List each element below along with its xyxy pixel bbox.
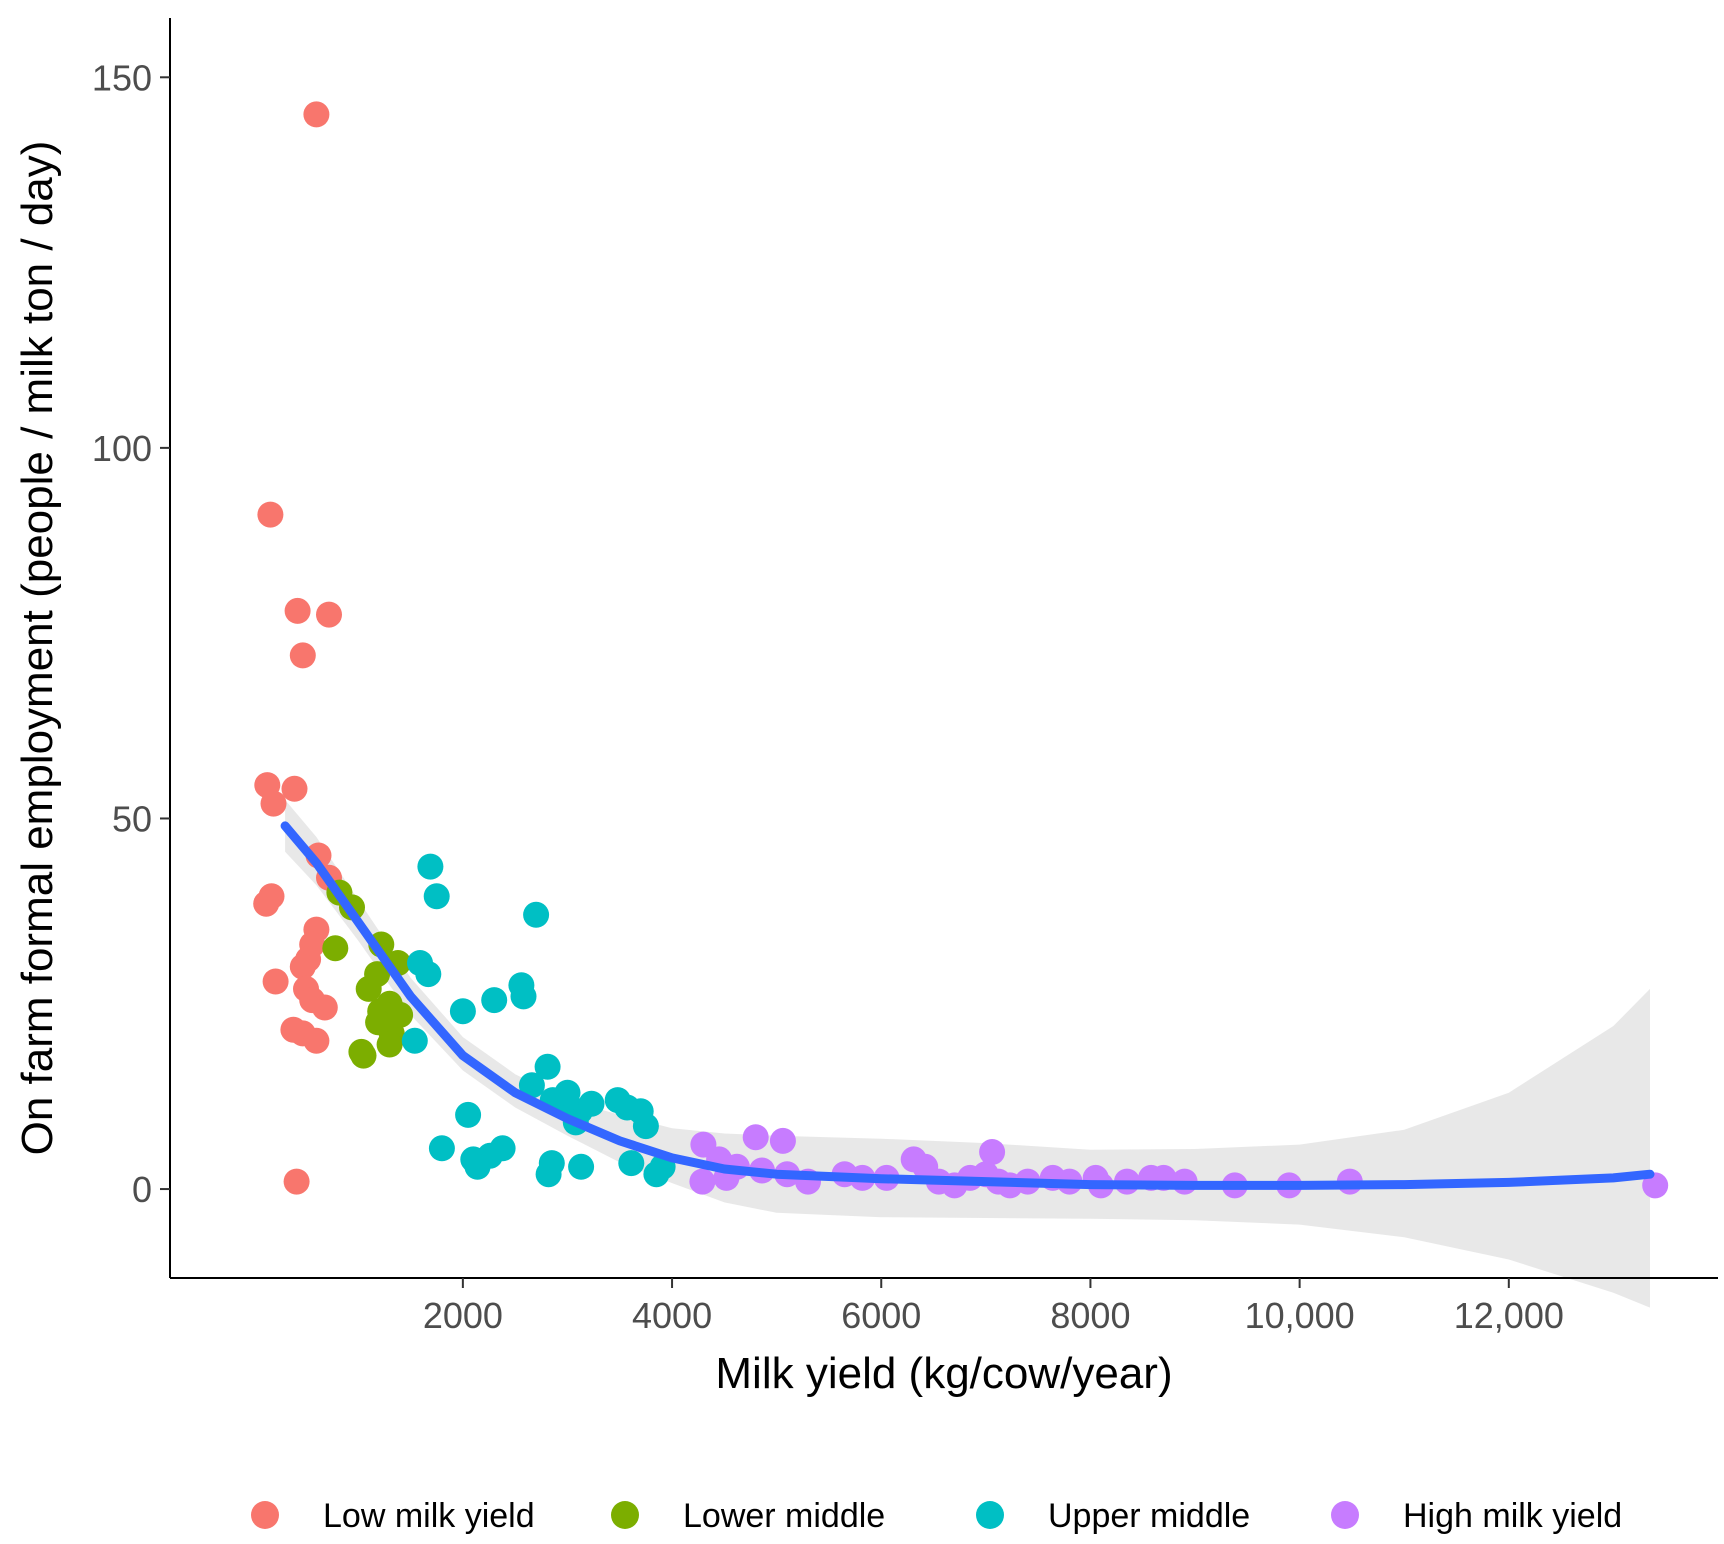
- point-upper-middle: [449, 998, 476, 1025]
- point-upper-middle: [417, 853, 444, 880]
- legend-key-lower-middle: [611, 1501, 639, 1529]
- point-low-milk-yield: [316, 601, 342, 628]
- point-upper-middle: [464, 1153, 491, 1180]
- point-low-milk-yield: [283, 1168, 310, 1195]
- point-upper-middle: [643, 1161, 670, 1188]
- confidence-band-layer: [285, 799, 1651, 1308]
- point-high-milk-yield: [769, 1127, 796, 1154]
- x-axis-title: Milk yield (kg/cow/year): [715, 1349, 1172, 1398]
- smooth-line: [280, 821, 1655, 1190]
- legend-key-low-milk-yield: [251, 1501, 279, 1529]
- legend-item-high-milk-yield: High milk yield: [1331, 1497, 1622, 1535]
- legend-label-low-milk-yield: Low milk yield: [323, 1497, 535, 1535]
- x-tick-label: 4000: [632, 1295, 712, 1336]
- legend-label-high-milk-yield: High milk yield: [1403, 1497, 1622, 1535]
- point-upper-middle: [618, 1150, 645, 1177]
- point-low-milk-yield: [303, 101, 330, 128]
- y-tick-label: 0: [132, 1169, 152, 1210]
- point-lower-middle: [322, 935, 349, 962]
- point-upper-middle: [568, 1153, 595, 1180]
- point-low-milk-yield: [289, 642, 316, 669]
- point-upper-middle: [489, 1135, 516, 1162]
- point-high-milk-yield: [1642, 1172, 1669, 1199]
- point-upper-middle: [578, 1090, 605, 1117]
- point-lower-middle: [364, 961, 391, 988]
- x-tick-label: 6000: [841, 1295, 921, 1336]
- legend-label-upper-middle: Upper middle: [1048, 1497, 1250, 1535]
- points-layer: [253, 101, 1669, 1199]
- y-axis-title: On farm formal employment (people / milk…: [13, 141, 62, 1156]
- legend-item-lower-middle: Lower middle: [611, 1497, 885, 1535]
- y-tick-label: 100: [92, 428, 152, 469]
- point-upper-middle: [534, 1053, 561, 1080]
- point-lower-middle: [365, 1009, 392, 1036]
- legend: Low milk yield Lower middle Upper middle Hi…: [251, 1497, 1622, 1535]
- legend-key-high-milk-yield: [1331, 1501, 1359, 1529]
- point-lower-middle: [387, 1001, 414, 1028]
- y-tick-label: 50: [112, 798, 152, 839]
- x-tick-label: 8000: [1050, 1295, 1130, 1336]
- point-low-milk-yield: [260, 790, 287, 817]
- point-high-milk-yield: [979, 1139, 1006, 1165]
- point-upper-middle: [428, 1135, 455, 1162]
- ticks-layer: 2000 4000 6000 8000 10,000 12,000 0 50 100 150: [92, 57, 1564, 1336]
- point-upper-middle: [510, 983, 537, 1010]
- point-upper-middle: [554, 1079, 581, 1106]
- legend-item-upper-middle: Upper middle: [976, 1497, 1250, 1535]
- point-low-milk-yield: [281, 775, 308, 802]
- point-low-milk-yield: [262, 968, 289, 995]
- point-low-milk-yield: [289, 953, 316, 980]
- y-tick-label: 150: [92, 57, 152, 98]
- point-low-milk-yield: [284, 597, 311, 624]
- point-upper-middle: [523, 901, 550, 928]
- point-low-milk-yield: [303, 1027, 330, 1054]
- axes-layer: [169, 18, 1718, 1279]
- point-lower-middle: [376, 1031, 403, 1058]
- point-upper-middle: [481, 987, 508, 1014]
- point-upper-middle: [423, 883, 450, 910]
- point-low-milk-yield: [257, 501, 284, 528]
- smooth-line-layer: [280, 821, 1655, 1190]
- point-upper-middle: [401, 1027, 428, 1054]
- point-upper-middle: [535, 1161, 562, 1188]
- point-upper-middle: [518, 1072, 545, 1099]
- point-high-milk-yield: [742, 1124, 769, 1151]
- point-upper-middle: [632, 1113, 659, 1140]
- x-tick-label: 12,000: [1454, 1295, 1564, 1336]
- x-tick-label: 10,000: [1245, 1295, 1355, 1336]
- legend-label-lower-middle: Lower middle: [683, 1497, 885, 1535]
- point-upper-middle: [455, 1101, 482, 1128]
- confidence-band: [285, 799, 1651, 1308]
- point-low-milk-yield: [253, 890, 280, 917]
- point-lower-middle: [348, 1038, 375, 1065]
- point-upper-middle: [407, 950, 433, 976]
- x-tick-label: 2000: [423, 1295, 503, 1336]
- point-high-milk-yield: [689, 1168, 716, 1195]
- point-low-milk-yield: [311, 994, 338, 1021]
- legend-key-upper-middle: [976, 1501, 1004, 1529]
- legend-item-low-milk-yield: Low milk yield: [251, 1497, 535, 1535]
